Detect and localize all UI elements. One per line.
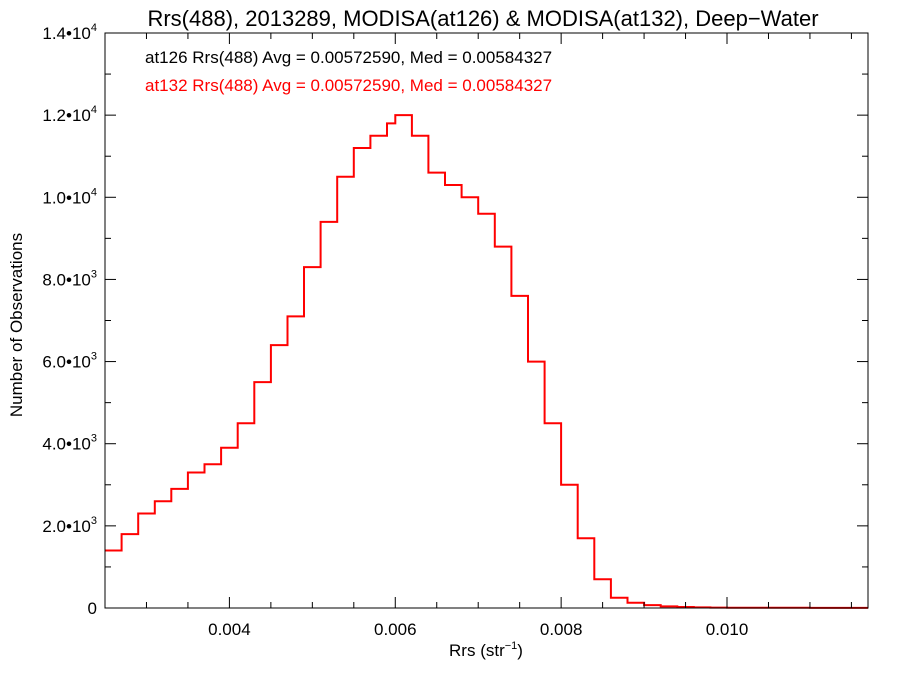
plot-area [104, 32, 869, 609]
x-tick-label: 0.008 [540, 620, 583, 639]
y-tick-label-main: 2.0•10 [42, 517, 91, 536]
y-tick-label: 8.0•103 [42, 268, 97, 289]
annotation-at126: at126 Rrs(488) Avg = 0.00572590, Med = 0… [145, 48, 552, 67]
y-tick-label: 2.0•103 [42, 515, 97, 536]
annotation-at132: at132 Rrs(488) Avg = 0.00572590, Med = 0… [145, 76, 552, 95]
x-axis-ticks: 0.004 0.006 0.008 0.010 [104, 33, 852, 639]
y-tick-label-exponent: 3 [91, 515, 97, 527]
y-tick-label: 6.0•103 [42, 351, 97, 372]
x-axis-label-main: Rrs (str [449, 641, 505, 660]
y-axis-ticks: 02.0•1034.0•1036.0•1038.0•1031.0•1041.2•… [42, 22, 868, 618]
y-tick-label-exponent: 4 [91, 22, 97, 34]
y-axis-label: Number of Observations [7, 233, 26, 417]
y-tick-label-main: 1.2•10 [42, 106, 91, 125]
y-tick-label-exponent: 3 [91, 351, 97, 363]
y-tick-label-main: 1.4•10 [42, 24, 91, 43]
y-tick-label: 1.2•104 [42, 104, 97, 125]
plot-frame [104, 32, 869, 609]
series-line [105, 114, 868, 609]
x-axis-label: Rrs (str−1) [449, 640, 523, 660]
y-tick-label: 1.4•104 [42, 22, 97, 43]
x-axis-label-close: ) [517, 641, 523, 660]
y-tick-label-main: 4.0•10 [42, 435, 91, 454]
x-axis-label-exponent: −1 [505, 640, 518, 652]
chart-title: Rrs(488), 2013289, MODISA(at126) & MODIS… [147, 6, 818, 31]
y-tick-label-exponent: 4 [91, 186, 97, 198]
y-tick-label: 1.0•104 [42, 186, 97, 207]
y-tick-label-main: 0 [88, 599, 97, 618]
y-tick-label-main: 8.0•10 [42, 270, 91, 289]
y-tick-label-exponent: 3 [91, 268, 97, 280]
y-tick-label-exponent: 4 [91, 104, 97, 116]
x-tick-label: 0.004 [208, 620, 251, 639]
y-tick-label-main: 1.0•10 [42, 188, 91, 207]
x-tick-label: 0.010 [706, 620, 749, 639]
y-tick-label: 0 [88, 599, 97, 618]
y-tick-label-exponent: 3 [91, 433, 97, 445]
y-tick-label: 4.0•103 [42, 433, 97, 454]
y-tick-label-main: 6.0•10 [42, 353, 91, 372]
x-tick-label: 0.006 [374, 620, 417, 639]
